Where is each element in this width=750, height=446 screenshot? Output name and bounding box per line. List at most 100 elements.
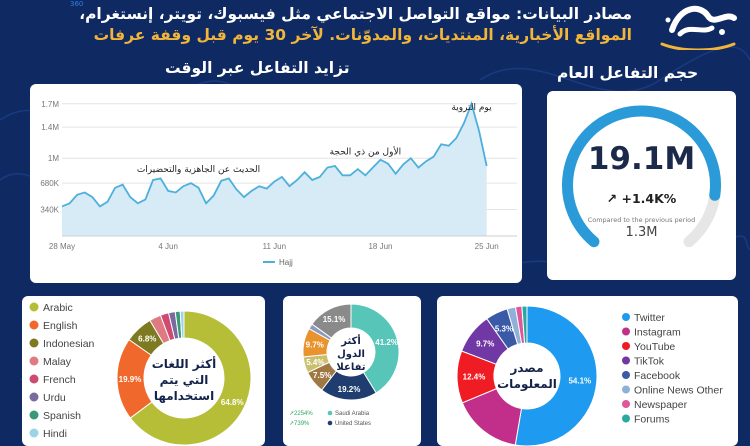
annotation-label: يوم التروية (451, 103, 492, 113)
legend-label: Urdu (43, 392, 66, 404)
source-slice (521, 305, 528, 344)
arrow-up-right-icon: ↗ (606, 191, 618, 206)
volume-title: حجم التفاعل العام (557, 64, 699, 82)
legend-dot (29, 302, 39, 312)
volume-ring (562, 105, 721, 248)
legend-label: Spanish (43, 410, 81, 422)
header-small-number: 360 (70, 0, 84, 8)
countries-center-label: الدول (337, 349, 365, 360)
legend-label: Instagram (634, 327, 681, 339)
legend-label: French (43, 374, 76, 386)
y-tick-label: 1M (48, 154, 59, 163)
legend-label: Newspaper (634, 399, 688, 411)
legend-dot (29, 410, 39, 420)
country-slice (311, 303, 352, 339)
languages-card: Arabic English Indonesian Malay French Urdu Sp… (22, 296, 265, 446)
y-tick-label: 340K (40, 206, 59, 215)
legend-dot (622, 342, 630, 350)
y-tick-label: 1.4M (41, 123, 59, 132)
sources-card: 54.1% 12.4% 9.7% 5.3% مصدر المعلومات Twitter In… (437, 296, 738, 446)
country-slice (350, 303, 400, 394)
trend-chart: 340K 680K 1M 1.4M 1.7M 28 May 4 Jun 11 Jun 18 Ju… (40, 100, 517, 267)
legend-label: Online News Other (634, 385, 723, 397)
source-slice-label: 9.7% (476, 339, 494, 348)
header-line-2: المواقع الأخبارية، المنتديات، والمدوّنات… (93, 26, 632, 44)
x-tick-label: 18 Jun (368, 242, 392, 251)
x-tick-label: 25 Jun (475, 242, 499, 251)
countries-donut: 41.2% 19.2% 7.5% 5.4% 9.7% 15.1% أكثر الدول تفاع… (289, 303, 400, 427)
legend-dot (622, 414, 630, 423)
countries-card: 41.2% 19.2% 7.5% 5.4% 9.7% 15.1% أكثر الدول تفاع… (283, 296, 421, 446)
country-growth: ↗2254% (289, 411, 313, 417)
x-tick-label: 4 Jun (158, 242, 178, 251)
country-name: United States (335, 421, 371, 427)
ring-fill (562, 105, 721, 248)
volume-previous: 1.3M (625, 225, 658, 240)
legend-dot (29, 356, 39, 366)
header-line-1: مصادر البيانات: مواقع التواصل الاجتماعي … (79, 5, 632, 23)
legend-dot (29, 374, 39, 384)
legend-dot (622, 385, 630, 394)
legend-label: Indonesian (43, 338, 95, 350)
legend-label: Twitter (634, 312, 665, 324)
country-slice-label: 19.2% (338, 385, 361, 394)
volume-change-row: ↗ +1.4K% (547, 191, 736, 206)
country-slice-label: 41.2% (375, 338, 398, 347)
legend-label: TikTok (634, 356, 665, 368)
legend-label: English (43, 320, 78, 332)
volume-value: 19.1M (587, 141, 696, 177)
countries-center-label: أكثر (340, 334, 361, 347)
language-slice-label: 6.8% (138, 334, 156, 343)
source-slice-label: 12.4% (463, 373, 486, 382)
source-slice-label: 5.3% (495, 324, 513, 333)
y-tick-label: 1.7M (41, 100, 59, 109)
languages-center-label: استخدامها (154, 389, 214, 403)
legend-dot (29, 392, 39, 402)
hajj-area (62, 103, 487, 237)
country-dot (327, 410, 333, 416)
volume-card: 19.1M ↗ +1.4K% Compared to the previous … (547, 91, 736, 280)
volume-change: +1.4K% (621, 191, 677, 206)
legend-dot (622, 371, 630, 379)
legend-label: Malay (43, 356, 72, 368)
country-dot (327, 420, 333, 426)
legend-label: YouTube (634, 341, 675, 353)
languages-center-label: أكثر اللغات (152, 356, 217, 371)
sources-center-label: المعلومات (497, 377, 557, 392)
trend-chart-card: 340K 680K 1M 1.4M 1.7M 28 May 4 Jun 11 Jun 18 Ju… (30, 84, 522, 283)
language-slice-label: 19.9% (119, 375, 142, 384)
annotation-label: الحديث عن الجاهزية والتحضيرات (137, 165, 260, 175)
languages-donut: Arabic English Indonesian Malay French Urdu Sp… (29, 302, 252, 446)
country-name: Saudi Arabia (335, 411, 370, 417)
trend-title: تزايد التفاعل عبر الوقت (165, 59, 350, 77)
hajj-line (61, 100, 488, 208)
brand-logo (660, 5, 737, 50)
legend-label-hajj: Hajj (279, 258, 293, 267)
legend-label: Facebook (634, 370, 681, 382)
y-tick-label: 680K (40, 179, 59, 188)
language-slice-label: 64.8% (221, 398, 244, 407)
country-slice-label: 9.7% (306, 341, 324, 350)
countries-center-label: تفاعلا (336, 362, 365, 373)
legend-dot (622, 356, 630, 365)
legend-dot (29, 338, 39, 348)
legend-label: Arabic (43, 302, 73, 314)
legend-dot (622, 327, 630, 336)
x-tick-label: 28 May (49, 242, 75, 251)
annotation-label: الأول من ذي الحجة (330, 145, 402, 157)
x-tick-label: 11 Jun (263, 242, 286, 251)
country-slice-label: 15.1% (323, 315, 346, 324)
volume-compared: Compared to the previous period (587, 216, 696, 224)
legend-label: Forums (634, 414, 670, 426)
country-slice-label: 7.5% (313, 371, 331, 380)
languages-center-label: التي يتم (160, 373, 209, 387)
header: مصادر البيانات: مواقع التواصل الاجتماعي … (2, 4, 632, 46)
sources-donut: 54.1% 12.4% 9.7%5.3% مصدر المعلومات Twitter In… (456, 305, 723, 446)
legend-dot (29, 320, 39, 330)
legend-dot (622, 313, 630, 321)
legend-dot (622, 400, 630, 408)
sources-center-label: مصدر (509, 361, 543, 375)
country-slice-label: 5.4% (306, 358, 324, 367)
source-slice-label: 54.1% (568, 376, 591, 385)
country-growth: ↗739% (289, 421, 310, 427)
